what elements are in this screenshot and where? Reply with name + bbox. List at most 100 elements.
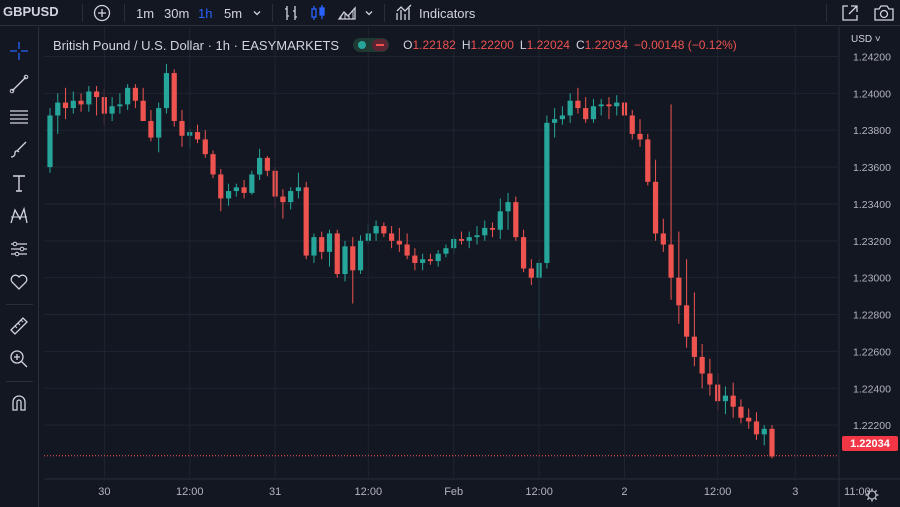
candles-chart-type-button[interactable]	[309, 0, 327, 26]
interval-5m[interactable]: 5m	[224, 5, 243, 21]
x-tick-label: 3	[792, 486, 798, 498]
indicators-button[interactable]: Indicators	[395, 0, 475, 26]
interval-1h[interactable]: 1h	[198, 5, 213, 21]
candle-body	[769, 428, 775, 457]
minus-icon	[372, 39, 389, 51]
candle-body	[552, 119, 558, 123]
magnet-tool[interactable]	[5, 389, 33, 417]
candle-body	[606, 104, 612, 107]
compare-symbol-button[interactable]	[93, 0, 113, 26]
y-tick-label: 1.24200	[853, 51, 891, 63]
screenshot-button[interactable]	[873, 0, 895, 26]
candle-body	[334, 233, 340, 274]
candlestick-chart[interactable]: 1.24200 1.24000 1.23800 1.23600 1.23400 1.232…	[44, 27, 900, 507]
candle-body	[505, 202, 511, 212]
close-value: 1.22034	[584, 38, 629, 52]
trend-line-tool[interactable]	[5, 70, 33, 98]
plus-circle-icon	[93, 4, 111, 22]
candle-body	[78, 100, 84, 105]
icons-tool[interactable]	[5, 268, 33, 296]
y-tick-label: 1.23600	[853, 162, 891, 174]
candle-body	[466, 237, 472, 241]
candle-body	[637, 133, 643, 140]
candle-body	[241, 187, 247, 193]
candle-body	[559, 115, 565, 120]
crosshair-icon	[10, 42, 28, 60]
candle-body	[117, 104, 123, 107]
bar-chart-type-button[interactable]	[282, 0, 300, 26]
last-price-label: 1.22034	[842, 436, 898, 451]
candle-body	[311, 237, 317, 256]
x-tick-label: 12:00	[704, 486, 732, 498]
camera-icon	[874, 5, 894, 21]
candle-body	[614, 102, 620, 107]
candle-body	[93, 91, 100, 98]
interval-30m[interactable]: 30m	[164, 5, 190, 21]
x-tick-label: 12:00	[355, 486, 383, 498]
brush-tool[interactable]	[5, 136, 33, 164]
chevron-down-icon	[253, 11, 261, 16]
candle-body	[125, 87, 131, 105]
symbol-search[interactable]: GBPUSD	[3, 4, 59, 19]
candle-body	[288, 191, 294, 203]
candle-body	[575, 100, 581, 109]
candle-body	[528, 268, 534, 278]
fib-retracement-tool[interactable]	[5, 103, 33, 131]
candle-body	[660, 233, 666, 245]
pattern-tool[interactable]	[5, 202, 33, 230]
candle-body	[435, 253, 441, 262]
y-tick-label: 1.23800	[853, 125, 891, 137]
y-tick-label: 1.23200	[853, 236, 891, 248]
prediction-tool[interactable]	[5, 235, 33, 263]
interval-1m[interactable]: 1m	[136, 5, 155, 21]
candle-body	[629, 115, 635, 134]
zoom-in-tool[interactable]	[5, 345, 33, 373]
measure-tool[interactable]	[5, 312, 33, 340]
candle-body	[396, 240, 402, 245]
x-tick-label: 12:00	[176, 486, 204, 498]
candle-body	[443, 248, 449, 254]
bars-icon	[285, 6, 297, 20]
text-icon	[13, 175, 25, 192]
candle-body	[544, 122, 550, 263]
candle-body	[295, 187, 302, 192]
interval-dropdown[interactable]	[252, 0, 262, 26]
toolbar-divider	[82, 4, 83, 22]
candle-body	[730, 395, 736, 407]
candle-body	[373, 226, 379, 234]
candle-body	[326, 233, 333, 252]
high-label: H	[461, 38, 471, 52]
y-tick-label: 1.22600	[853, 346, 891, 358]
crosshair-tool[interactable]	[5, 37, 33, 65]
candle-body	[474, 235, 480, 238]
text-tool[interactable]	[5, 169, 33, 197]
candle-body	[645, 139, 651, 182]
candle-body	[171, 73, 177, 122]
currency-selector[interactable]: USD ˅	[851, 34, 881, 45]
toolbar-divider	[6, 381, 33, 382]
candle-body	[257, 157, 263, 175]
candle-body	[350, 246, 356, 271]
candle-body	[225, 191, 232, 199]
series-visibility-toggle[interactable]	[353, 38, 390, 52]
area-chart-type-button[interactable]	[337, 0, 357, 26]
candle-body	[722, 395, 729, 402]
fullscreen-button[interactable]	[840, 0, 860, 26]
candle-body	[513, 202, 519, 238]
candle-body	[86, 91, 92, 105]
chart-type-dropdown[interactable]	[364, 0, 374, 26]
candle-body	[761, 428, 767, 435]
candle-body	[489, 227, 496, 230]
chart-pane[interactable]: 1.24200 1.24000 1.23800 1.23600 1.23400 1.232…	[44, 27, 900, 507]
indicators-label: Indicators	[419, 5, 476, 21]
candle-body	[707, 373, 713, 385]
candle-body	[47, 115, 53, 168]
gear-icon[interactable]	[865, 488, 879, 502]
change-value: −0.00148 (−0.12%)	[634, 38, 737, 52]
candle-body	[676, 277, 682, 306]
x-tick-label: 11:00	[844, 486, 871, 498]
series-title[interactable]: British Pound / U.S. Dollar · 1h · EASYM…	[53, 37, 340, 53]
x-tick-label: 31	[269, 486, 281, 498]
candle-body	[280, 196, 286, 203]
x-tick-label: Feb	[444, 486, 463, 498]
